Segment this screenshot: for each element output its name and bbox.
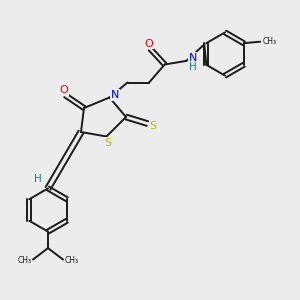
Text: H: H — [34, 174, 41, 184]
Text: S: S — [104, 138, 111, 148]
Text: CH₃: CH₃ — [263, 37, 277, 46]
Text: CH₃: CH₃ — [64, 256, 79, 265]
Text: S: S — [149, 121, 157, 131]
Text: H: H — [189, 62, 197, 73]
Text: O: O — [59, 85, 68, 95]
Text: CH₃: CH₃ — [17, 256, 32, 265]
Text: N: N — [189, 53, 197, 63]
Text: N: N — [111, 90, 119, 100]
Text: O: O — [144, 38, 153, 49]
